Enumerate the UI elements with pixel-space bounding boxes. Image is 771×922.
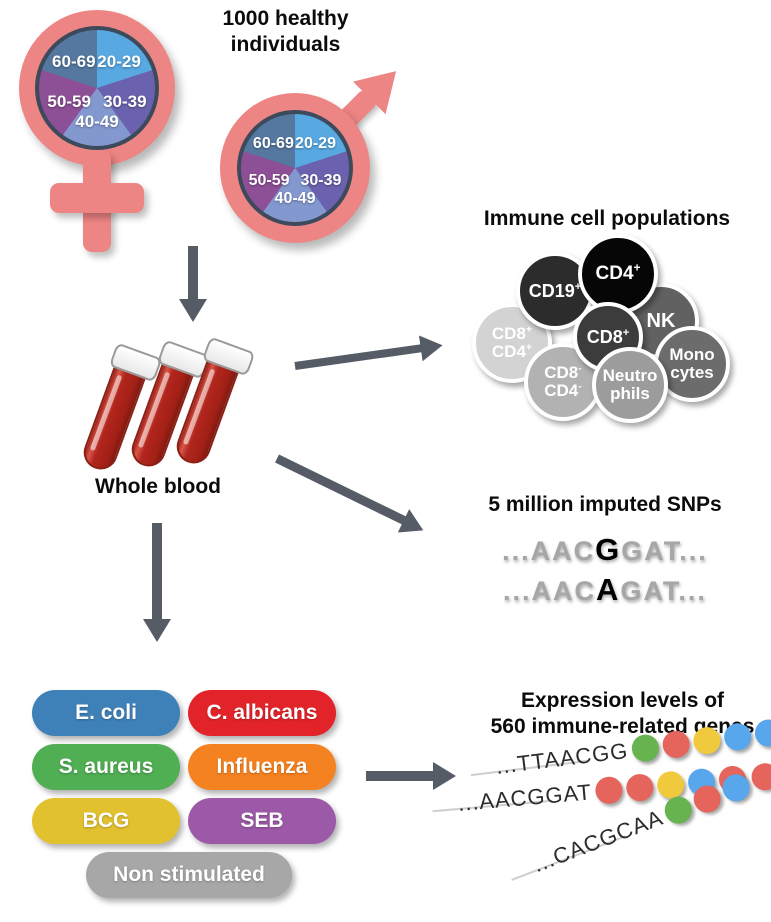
snps-title: 5 million imputed SNPs	[488, 493, 722, 516]
age-slice-label: 20-29	[97, 52, 141, 72]
immune-cells-title: Immune cell populations	[483, 207, 731, 230]
snp-allele: A	[596, 572, 621, 607]
stimulus-influenza: Influenza	[188, 744, 336, 790]
stimulus-bcg: BCG	[32, 798, 180, 844]
cell-neutrophils: Neutro phils	[592, 347, 668, 423]
expression-dot	[625, 772, 655, 803]
expression-dot	[753, 717, 771, 749]
female-symbol-crossbar	[50, 183, 144, 213]
arrow-blood-to-stimuli	[152, 523, 162, 620]
gene-sequence: ...AACGGAT	[456, 778, 593, 816]
gene-sequence: ...TTAACGG	[494, 737, 630, 779]
expression-title: Expression levels of 560 immune-related …	[490, 689, 755, 738]
female-age-pie: 20-29 30-39 40-49 50-59 60-69	[35, 26, 159, 150]
expression-dot	[661, 729, 692, 760]
arrow-blood-to-cells	[294, 344, 423, 370]
snp-sequence-row: ...AACAGAT...	[503, 572, 707, 607]
age-slice-label: 30-39	[300, 171, 342, 189]
cohort-title: 1000 healthy individuals	[222, 7, 349, 56]
expression-dot	[747, 759, 771, 795]
stimulus-ecoli: E. coli	[32, 690, 180, 736]
expression-dot	[594, 775, 624, 805]
age-slice-label: 30-39	[103, 91, 147, 111]
stimulus-nonstim: Non stimulated	[86, 852, 292, 898]
stimulus-seb: SEB	[188, 798, 336, 844]
arrow-blood-to-snps	[275, 454, 407, 525]
expression-dot	[691, 725, 723, 756]
age-slice-label: 40-49	[75, 111, 119, 131]
snp-sequence-row: ...AACGGAT...	[502, 532, 708, 567]
whole-blood-label: Whole blood	[95, 475, 221, 498]
expression-dot	[630, 733, 661, 764]
arrow-cohort-to-blood	[188, 246, 198, 300]
snp-sequences: ...AACGGAT... ...AACAGAT...	[440, 532, 770, 608]
male-age-pie: 20-29 30-39 40-49 50-59 60-69	[237, 110, 353, 226]
cell-cd4: CD4+	[578, 234, 658, 314]
age-slice-label: 20-29	[295, 135, 336, 153]
gene-sequence: ...CACGCAA	[529, 804, 667, 877]
arrow-stimuli-to-expression	[366, 771, 434, 781]
stimulus-saureus: S. aureus	[32, 744, 180, 790]
age-slice-label: 40-49	[274, 190, 316, 208]
age-slice-label: 50-59	[248, 171, 290, 189]
age-slice-label: 50-59	[47, 91, 91, 111]
expression-dot	[722, 721, 753, 752]
age-slice-label: 60-69	[252, 135, 294, 153]
stimulus-calbicans: C. albicans	[188, 690, 336, 736]
age-slice-label: 60-69	[52, 52, 96, 72]
snp-allele: G	[595, 532, 622, 567]
